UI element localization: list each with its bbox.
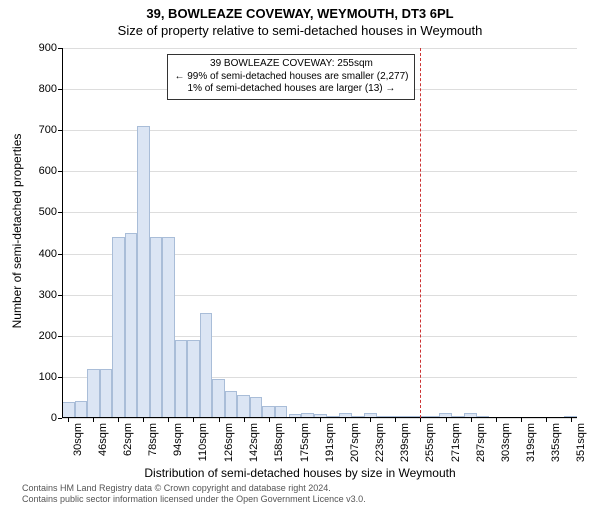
histogram-bar (250, 397, 263, 418)
y-axis-label: Number of semi-detached properties (10, 134, 24, 329)
callout-smaller: ← 99% of semi-detached houses are smalle… (174, 71, 408, 84)
x-tick-label: 62sqm (122, 423, 134, 456)
histogram-bar (175, 340, 188, 418)
y-tick-label: 400 (27, 248, 57, 260)
x-tick-mark (496, 418, 497, 422)
histogram-bar (62, 402, 75, 418)
histogram-bar (212, 379, 225, 418)
x-tick-label: 191sqm (324, 423, 336, 462)
x-tick-label: 335sqm (550, 423, 562, 462)
histogram-bar (150, 237, 163, 418)
x-tick-mark (295, 418, 296, 422)
marker-callout: 39 BOWLEAZE COVEWAY: 255sqm← 99% of semi… (167, 54, 415, 100)
histogram-bar (200, 313, 213, 418)
x-tick-mark (320, 418, 321, 422)
page-subtitle: Size of property relative to semi-detach… (0, 23, 600, 38)
y-tick-label: 700 (27, 124, 57, 136)
x-tick-label: 78sqm (147, 423, 159, 456)
x-tick-mark (546, 418, 547, 422)
y-tick-label: 800 (27, 83, 57, 95)
histogram-bar (237, 395, 250, 418)
x-tick-label: 239sqm (399, 423, 411, 462)
x-tick-label: 319sqm (525, 423, 537, 462)
x-tick-mark (118, 418, 119, 422)
histogram-bar (100, 369, 113, 418)
x-tick-mark (143, 418, 144, 422)
x-tick-mark (446, 418, 447, 422)
callout-larger: 1% of semi-detached houses are larger (1… (174, 83, 408, 96)
x-tick-label: 255sqm (424, 423, 436, 462)
x-tick-label: 46sqm (97, 423, 109, 456)
histogram-bar (75, 401, 88, 418)
x-tick-mark (68, 418, 69, 422)
x-tick-label: 351sqm (575, 423, 587, 462)
plot-region: 010020030040050060070080090030sqm46sqm62… (62, 48, 577, 418)
x-tick-mark (370, 418, 371, 422)
x-tick-mark (269, 418, 270, 422)
x-tick-label: 158sqm (273, 423, 285, 462)
histogram-bar (125, 233, 138, 418)
callout-title: 39 BOWLEAZE COVEWAY: 255sqm (174, 58, 408, 71)
y-tick-label: 300 (27, 289, 57, 301)
x-tick-label: 126sqm (223, 423, 235, 462)
histogram-bar (112, 237, 125, 418)
x-tick-mark (168, 418, 169, 422)
y-tick-label: 900 (27, 42, 57, 54)
histogram-chart: 010020030040050060070080090030sqm46sqm62… (62, 48, 577, 418)
x-tick-mark (219, 418, 220, 422)
y-tick-mark (58, 418, 62, 419)
histogram-bar (187, 340, 200, 418)
x-tick-label: 142sqm (248, 423, 260, 462)
x-tick-mark (345, 418, 346, 422)
x-tick-mark (471, 418, 472, 422)
y-tick-label: 500 (27, 206, 57, 218)
x-tick-mark (244, 418, 245, 422)
x-tick-mark (395, 418, 396, 422)
histogram-bar (137, 126, 150, 418)
histogram-bar (87, 369, 100, 418)
x-tick-mark (521, 418, 522, 422)
x-axis-label: Distribution of semi-detached houses by … (0, 466, 600, 480)
footer-line-2: Contains public sector information licen… (22, 494, 366, 504)
x-tick-label: 110sqm (197, 423, 209, 461)
x-tick-label: 175sqm (299, 423, 311, 462)
histogram-bar (225, 391, 238, 418)
x-tick-label: 30sqm (72, 423, 84, 456)
x-tick-mark (193, 418, 194, 422)
page-title: 39, BOWLEAZE COVEWAY, WEYMOUTH, DT3 6PL (0, 6, 600, 21)
histogram-bar (162, 237, 175, 418)
x-tick-label: 303sqm (500, 423, 512, 462)
x-tick-label: 223sqm (374, 423, 386, 462)
marker-line (420, 48, 421, 418)
x-tick-mark (93, 418, 94, 422)
x-tick-label: 207sqm (349, 423, 361, 462)
footer-attribution: Contains HM Land Registry data © Crown c… (22, 483, 366, 504)
x-tick-label: 94sqm (172, 423, 184, 456)
y-tick-label: 0 (27, 412, 57, 424)
x-tick-mark (571, 418, 572, 422)
x-tick-label: 287sqm (475, 423, 487, 462)
y-tick-label: 100 (27, 371, 57, 383)
footer-line-1: Contains HM Land Registry data © Crown c… (22, 483, 366, 493)
x-tick-label: 271sqm (450, 423, 462, 462)
y-axis-line (62, 48, 63, 418)
grid-line (62, 48, 577, 49)
x-tick-mark (420, 418, 421, 422)
y-tick-label: 200 (27, 330, 57, 342)
y-tick-label: 600 (27, 165, 57, 177)
